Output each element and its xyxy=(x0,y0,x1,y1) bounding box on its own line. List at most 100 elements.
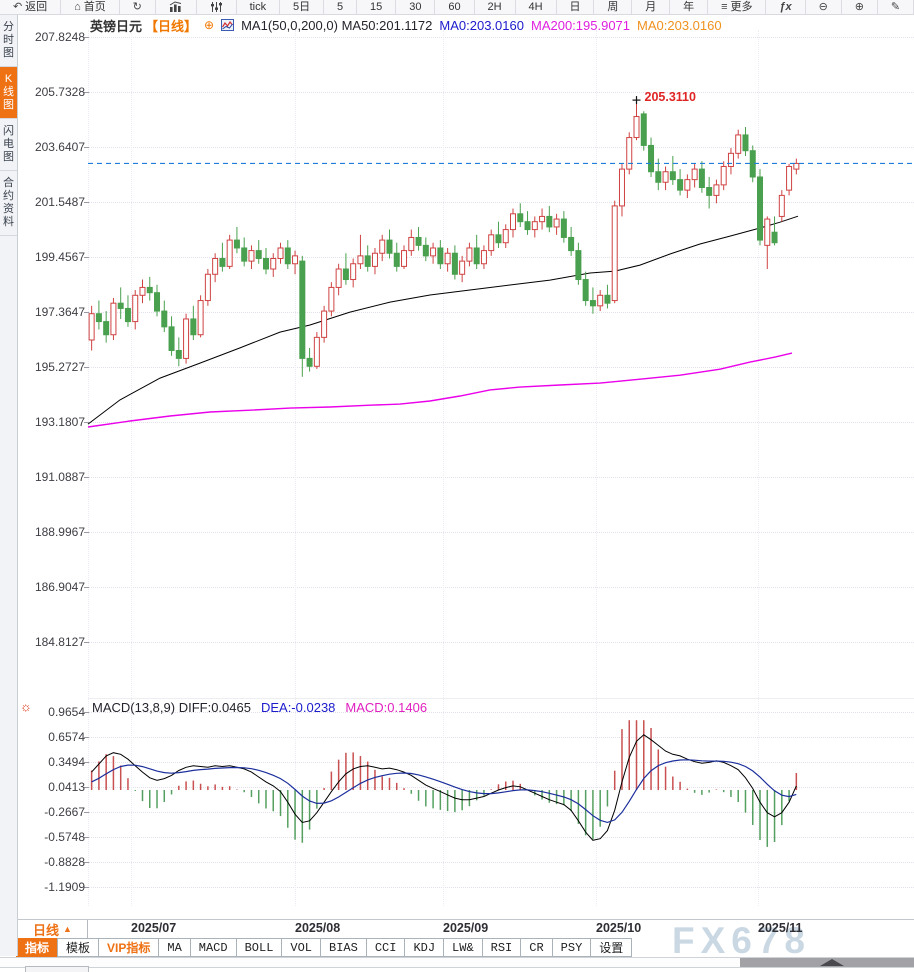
x-axis-label: 2025/07 xyxy=(131,921,177,935)
zoom-out-button[interactable]: ⊖ xyxy=(806,0,842,14)
macd-y-axis-label: -0.8828 xyxy=(44,855,85,869)
refresh-button[interactable]: ↻ xyxy=(120,0,156,14)
ma-settings-readout: MA1(50,0,200,0) MA50:201.1172 xyxy=(241,17,433,33)
month-gridline xyxy=(295,30,296,906)
period-15-button[interactable]: 15 xyxy=(357,0,397,14)
menu-icon: ≡ xyxy=(721,0,728,13)
macd-gridline xyxy=(88,737,914,738)
horizontal-scrollbar[interactable] xyxy=(0,957,914,968)
more-button[interactable]: ≡ 更多 xyxy=(708,0,767,14)
period-30-button-label: 30 xyxy=(409,0,422,13)
ma0-blue-readout: MA0:203.0160 xyxy=(439,17,524,33)
macd-y-axis-label: 0.9654 xyxy=(48,705,85,719)
axis-tick xyxy=(84,642,89,643)
period-month-button[interactable]: 月 xyxy=(632,0,671,14)
axis-tick xyxy=(84,422,89,423)
period-4h-button[interactable]: 4H xyxy=(516,0,557,14)
axis-tick xyxy=(84,862,89,863)
indicator-tab-3[interactable]: VIP指标 xyxy=(98,938,160,957)
gridline xyxy=(88,312,914,313)
period-60-button[interactable]: 60 xyxy=(435,0,475,14)
macd-value-readout: MACD:0.1406 xyxy=(345,700,428,715)
period-day-button-label: 日 xyxy=(569,0,581,13)
macd-gridline xyxy=(88,812,914,813)
period-label: 【日线】 xyxy=(145,18,198,34)
add-compare-icon[interactable]: ⊕ xyxy=(204,18,215,32)
peak-price-annotation: 205.3110 xyxy=(644,90,696,105)
scrollbar-handle[interactable] xyxy=(740,958,914,967)
indicator-tab-8[interactable]: BIAS xyxy=(320,938,367,957)
ma0-orange-readout: MA0:203.0160 xyxy=(637,17,722,33)
period-tick-button[interactable]: tick xyxy=(237,0,281,14)
sidebar-tab-3[interactable]: 闪电图 xyxy=(0,119,17,171)
home-button[interactable]: ⌂ 首页 xyxy=(61,0,120,14)
y-axis-label: 203.6407 xyxy=(34,140,85,154)
period-60-button-label: 60 xyxy=(448,0,461,13)
period-4h-button-label: 4H xyxy=(528,0,543,13)
indicator-tab-1[interactable]: 指标 xyxy=(16,938,59,957)
indicator-tab-5[interactable]: MACD xyxy=(189,938,237,957)
zoom-in-button[interactable]: ⊕ xyxy=(842,0,878,14)
indicator-tab-6[interactable]: BOLL xyxy=(235,938,283,957)
gridline xyxy=(88,587,914,588)
period-2h-button[interactable]: 2H xyxy=(475,0,516,14)
gridline xyxy=(88,147,914,148)
indicator-tab-12[interactable]: RSI xyxy=(481,938,522,957)
indicator-tab-2[interactable]: 模板 xyxy=(57,938,100,957)
gridline xyxy=(88,92,914,93)
y-axis-label: 205.7328 xyxy=(34,85,85,99)
macd-y-axis-label: 0.0413 xyxy=(48,780,85,794)
back-button[interactable]: ↶ 返回 xyxy=(0,0,62,14)
indicator-params-button[interactable] xyxy=(197,0,237,14)
gridline xyxy=(88,37,914,38)
period-30-button[interactable]: 30 xyxy=(396,0,436,14)
x-axis-label: 2025/11 xyxy=(758,921,803,935)
macd-gridline xyxy=(88,887,914,888)
sidebar-tab-1[interactable]: 分时图 xyxy=(0,15,17,67)
indicator-tab-11[interactable]: LW& xyxy=(443,938,483,957)
macd-y-axis-label: -0.5748 xyxy=(44,830,85,844)
indicator-tab-7[interactable]: VOL xyxy=(281,938,322,957)
indicator-tab-10[interactable]: KDJ xyxy=(404,938,445,957)
period-selector-button[interactable]: 日线 ▲ xyxy=(17,920,88,939)
macd-gridline xyxy=(88,862,914,863)
ma-chart-icon xyxy=(221,19,235,31)
axis-tick xyxy=(84,367,89,368)
indicator-tab-15[interactable]: 设置 xyxy=(590,938,633,957)
y-axis-label: 193.1807 xyxy=(34,415,85,429)
gridline xyxy=(88,367,914,368)
chart-style-button[interactable] xyxy=(156,0,197,14)
draw-button[interactable]: ✎ xyxy=(878,0,914,14)
sidebar-tab-4[interactable]: 合约资料 xyxy=(0,171,17,236)
ma200-readout: MA200:195.9071 xyxy=(530,17,631,33)
period-year-button[interactable]: 年 xyxy=(670,0,709,14)
period-week-button-label: 周 xyxy=(607,0,619,13)
axis-tick xyxy=(84,477,89,478)
y-axis-label: 195.2727 xyxy=(34,360,85,374)
zoom-in-icon: ⊕ xyxy=(854,0,864,13)
macd-gridline xyxy=(88,787,914,788)
indicator-tab-14[interactable]: PSY xyxy=(551,938,592,957)
axis-tick xyxy=(84,202,89,203)
clipped-popup xyxy=(25,966,89,972)
more-button-label: 更多 xyxy=(730,0,753,13)
axis-tick xyxy=(84,712,89,713)
period-5d-button[interactable]: 5日 xyxy=(280,0,325,14)
period-5-button[interactable]: 5 xyxy=(324,0,358,14)
axis-tick xyxy=(84,737,89,738)
fx-indicator-button[interactable]: ƒx xyxy=(766,0,806,14)
indicator-settings-icon[interactable]: ☼ xyxy=(20,699,32,714)
macd-gridline xyxy=(88,762,914,763)
indicator-tab-13[interactable]: CR xyxy=(520,938,553,957)
indicator-tab-bar: 指标 模板 VIP指标 MA MACD BOLL VOL BIAS CCI KDJ LW& RSI CR… xyxy=(16,938,633,957)
period-day-button[interactable]: 日 xyxy=(557,0,595,14)
macd-dea-readout: DEA:-0.0238 xyxy=(260,700,336,715)
indicator-tab-4[interactable]: MA xyxy=(158,938,191,957)
period-week-button[interactable]: 周 xyxy=(594,0,633,14)
bar-chart-icon xyxy=(169,1,183,13)
zoom-out-icon: ⊖ xyxy=(818,0,828,13)
indicator-tab-9[interactable]: CCI xyxy=(365,938,406,957)
